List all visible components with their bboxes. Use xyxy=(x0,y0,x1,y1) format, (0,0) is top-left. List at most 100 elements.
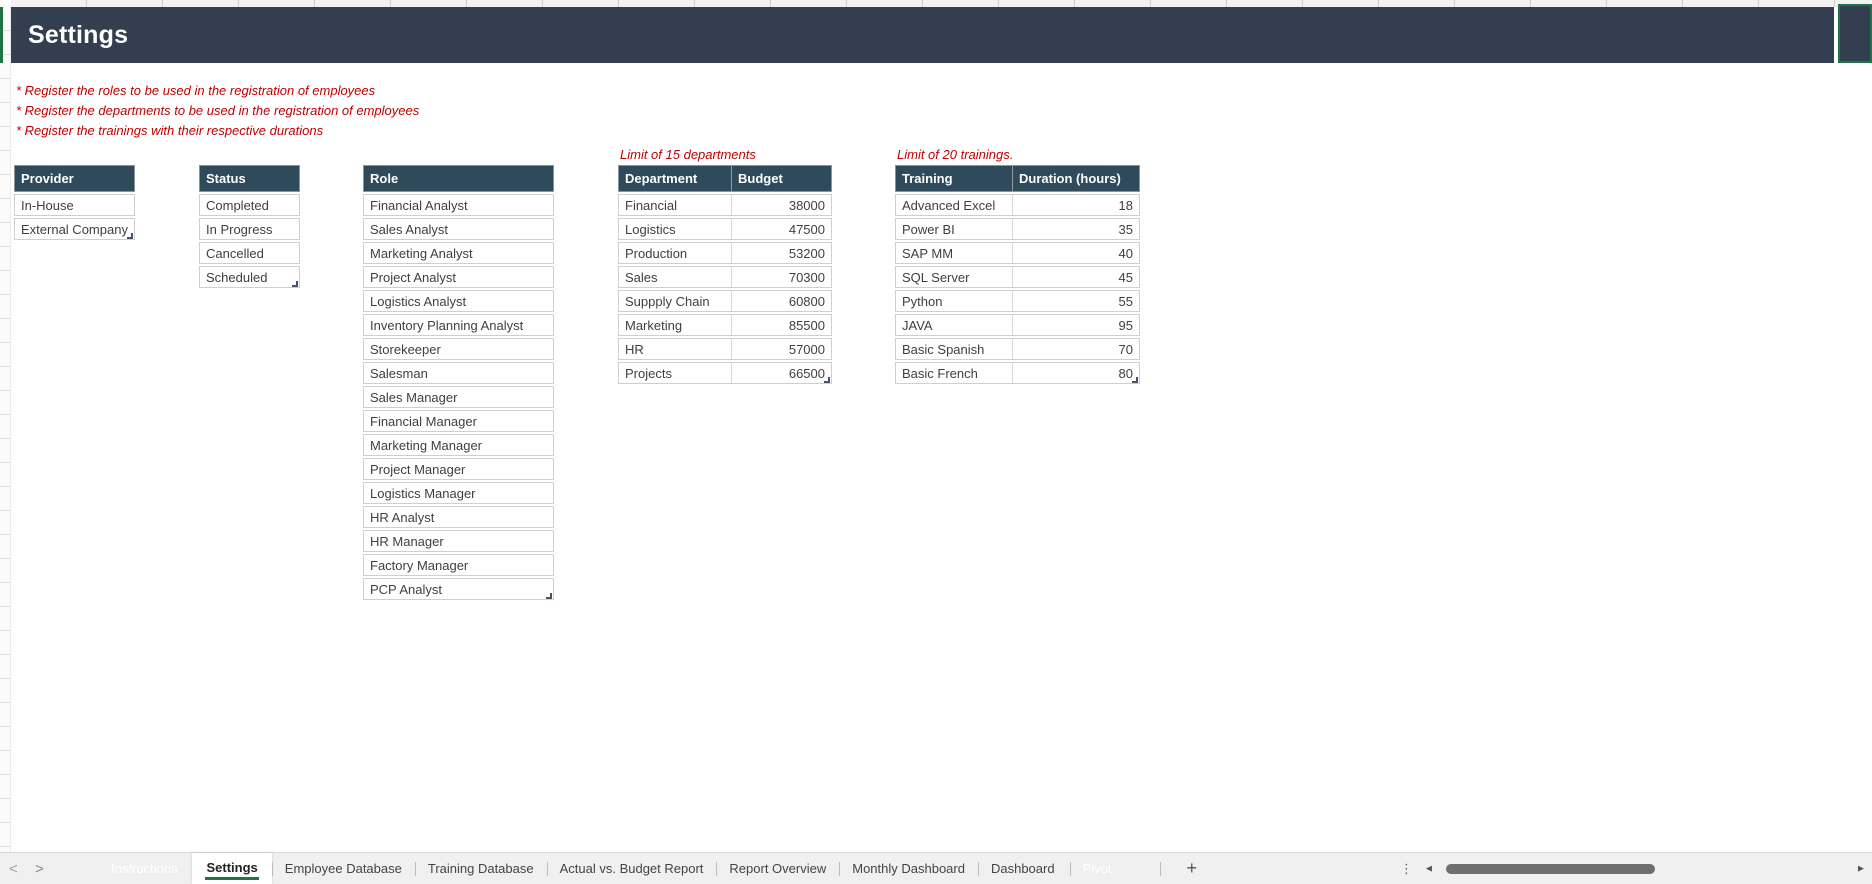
table-row[interactable]: PCP Analyst xyxy=(363,578,554,600)
cell: 60800 xyxy=(731,291,831,311)
cell: Project Analyst xyxy=(370,269,456,285)
table-row[interactable]: HR Manager xyxy=(363,530,554,552)
cell: Cancelled xyxy=(206,245,264,261)
status-table: Status Completed In Progress Cancelled Sche… xyxy=(199,165,300,290)
table-resize-handle[interactable] xyxy=(127,233,133,239)
cell: Sales Analyst xyxy=(370,221,449,237)
cell: Storekeeper xyxy=(370,341,441,357)
table-row[interactable]: Logistics Analyst xyxy=(363,290,554,312)
table-header-row: Department Budget xyxy=(618,165,832,192)
table-row[interactable]: In-House xyxy=(14,194,135,216)
top-gridline-strip xyxy=(11,0,1872,7)
table-row[interactable]: Salesman xyxy=(363,362,554,384)
table-row[interactable]: Basic French 80 xyxy=(895,362,1140,384)
column-header: Provider xyxy=(21,171,74,186)
table-row[interactable]: Financial Analyst xyxy=(363,194,554,216)
cell: Completed xyxy=(206,197,269,213)
selected-cell[interactable] xyxy=(1838,4,1872,63)
table-row[interactable]: JAVA 95 xyxy=(895,314,1140,336)
add-sheet-button[interactable]: + xyxy=(1160,858,1197,879)
column-header: Duration (hours) xyxy=(1012,166,1139,191)
table-row[interactable]: SQL Server 45 xyxy=(895,266,1140,288)
table-resize-handle[interactable] xyxy=(292,281,298,287)
status-rows: Completed In Progress Cancelled Scheduled xyxy=(199,194,300,288)
table-row[interactable]: Sales 70300 xyxy=(618,266,832,288)
tab-splitter-icon[interactable]: ⋮ xyxy=(1400,860,1413,876)
departments-limit-note: Limit of 15 departments xyxy=(620,147,756,162)
cell: Projects xyxy=(625,365,672,381)
cell: Inventory Planning Analyst xyxy=(370,317,524,333)
table-row[interactable]: HR 57000 xyxy=(618,338,832,360)
department-table: Department Budget Financial 38000 Logistic… xyxy=(618,165,832,386)
cell: Basic Spanish xyxy=(902,341,985,357)
table-row[interactable]: Storekeeper xyxy=(363,338,554,360)
sheet-tab-normal[interactable]: Monthly Dashboard xyxy=(839,853,978,884)
table-row[interactable]: Logistics 47500 xyxy=(618,218,832,240)
table-row[interactable]: Sales Manager xyxy=(363,386,554,408)
table-row[interactable]: Marketing Analyst xyxy=(363,242,554,264)
sheet-tab-normal[interactable]: Report Overview xyxy=(716,853,839,884)
cell: Logistics Manager xyxy=(370,485,476,501)
table-row[interactable]: Logistics Manager xyxy=(363,482,554,504)
table-row[interactable]: Project Analyst xyxy=(363,266,554,288)
table-row[interactable]: SAP MM 40 xyxy=(895,242,1140,264)
table-row[interactable]: Financial Manager xyxy=(363,410,554,432)
cell: External Company xyxy=(21,221,128,237)
sheet-nav-right-icon[interactable]: > xyxy=(35,860,44,877)
table-row[interactable]: Cancelled xyxy=(199,242,300,264)
table-row[interactable]: Production 53200 xyxy=(618,242,832,264)
sheet-nav-left-icon[interactable]: < xyxy=(9,860,18,877)
table-header-row: Training Duration (hours) xyxy=(895,165,1140,192)
table-row[interactable]: Financial 38000 xyxy=(618,194,832,216)
sheet-tab-normal[interactable]: Dashboard xyxy=(978,853,1068,884)
hscroll-thumb[interactable] xyxy=(1446,863,1655,874)
table-row[interactable]: Suppply Chain 60800 xyxy=(618,290,832,312)
instruction-line: * Register the departments to be used in… xyxy=(16,103,420,118)
table-row[interactable]: In Progress xyxy=(199,218,300,240)
cell: Power BI xyxy=(902,221,955,237)
table-row[interactable]: Factory Manager xyxy=(363,554,554,576)
table-row[interactable]: Completed xyxy=(199,194,300,216)
cell: Report Overview xyxy=(729,861,827,876)
table-row[interactable]: Inventory Planning Analyst xyxy=(363,314,554,336)
table-resize-handle[interactable] xyxy=(1132,377,1138,383)
sheet-tab-dark[interactable]: Instructions xyxy=(98,855,190,882)
left-selection-edge xyxy=(0,7,3,63)
sheet-tab-dark[interactable]: Pivot xyxy=(1070,855,1125,882)
cell: Logistics xyxy=(625,221,676,237)
instruction-line: * Register the roles to be used in the r… xyxy=(16,83,376,98)
table-row[interactable]: HR Analyst xyxy=(363,506,554,528)
cell: 70300 xyxy=(731,267,831,287)
sheet-tab-normal[interactable]: Training Database xyxy=(415,853,547,884)
table-header-row: Role xyxy=(363,165,554,192)
table-row[interactable]: Project Manager xyxy=(363,458,554,480)
table-row[interactable]: Scheduled xyxy=(199,266,300,288)
table-row[interactable]: Marketing Manager xyxy=(363,434,554,456)
cell: Marketing xyxy=(625,317,683,333)
table-row[interactable]: External Company xyxy=(14,218,135,240)
cell: Basic French xyxy=(902,365,978,381)
sheet-tab-normal[interactable]: Employee Database xyxy=(272,853,415,884)
table-row[interactable]: Power BI 35 xyxy=(895,218,1140,240)
table-row[interactable]: Sales Analyst xyxy=(363,218,554,240)
sheet-tab-normal[interactable]: Actual vs. Budget Report xyxy=(547,853,717,884)
table-row[interactable]: Marketing 85500 xyxy=(618,314,832,336)
department-rows: Financial 38000 Logistics 47500 Production 53… xyxy=(618,194,832,384)
table-resize-handle[interactable] xyxy=(546,593,552,599)
table-row[interactable]: Advanced Excel 18 xyxy=(895,194,1140,216)
table-header-row: Provider xyxy=(14,165,135,192)
table-resize-handle[interactable] xyxy=(824,377,830,383)
cell: Training Database xyxy=(427,861,534,876)
cell: Logistics Analyst xyxy=(370,293,467,309)
training-table: Training Duration (hours) Advanced Excel… xyxy=(895,165,1140,386)
table-row[interactable]: Projects 66500 xyxy=(618,362,832,384)
cell: 35 xyxy=(1012,219,1139,239)
table-row[interactable]: Python 55 xyxy=(895,290,1140,312)
sheet-tab-active[interactable]: Settings xyxy=(192,853,272,884)
instructions-block: * Register the roles to be used in the r… xyxy=(16,81,419,141)
hscroll-right-icon[interactable]: ► xyxy=(1856,863,1866,874)
cell: Settings xyxy=(205,857,259,880)
hscroll-left-icon[interactable]: ◄ xyxy=(1424,863,1434,874)
table-row[interactable]: Basic Spanish 70 xyxy=(895,338,1140,360)
